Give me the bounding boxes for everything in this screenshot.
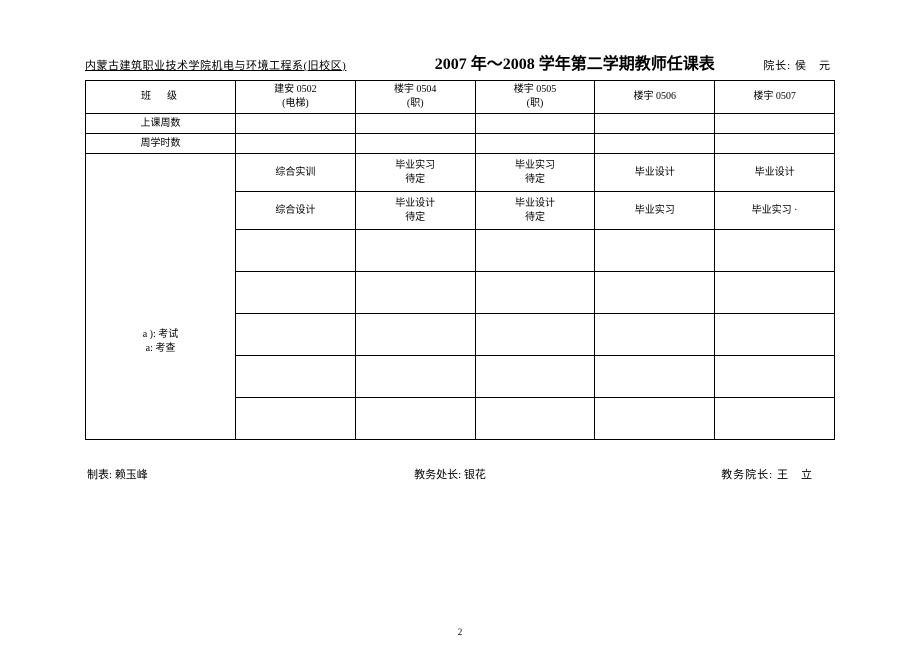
page-title: 2007 年～2008 学年第二学期教师任课表 xyxy=(346,50,763,74)
cell: 综合设计 xyxy=(236,192,356,230)
col-class: 班 级 xyxy=(86,81,236,114)
col-3: 楼宇 0505(职) xyxy=(475,81,595,114)
cell xyxy=(236,230,356,272)
cell: 毕业设计待定 xyxy=(475,192,595,230)
cell xyxy=(355,314,475,356)
cell xyxy=(475,314,595,356)
cell: 毕业设计待定 xyxy=(355,192,475,230)
cell: 毕业实习 xyxy=(595,192,715,230)
cell xyxy=(236,356,356,398)
cell xyxy=(475,230,595,272)
weeks-label: 上课周数 xyxy=(86,114,236,134)
cell xyxy=(236,272,356,314)
cell xyxy=(715,230,835,272)
cell xyxy=(475,114,595,134)
col-4: 楼宇 0506 xyxy=(595,81,715,114)
cell: 综合实训 xyxy=(236,154,356,192)
cell xyxy=(475,356,595,398)
dean-label: 院长: xyxy=(763,60,791,72)
table-header-row: 班 级 建安 0502(电梯) 楼宇 0504(职) 楼宇 0505(职) 楼宇… xyxy=(86,81,835,114)
cell xyxy=(595,356,715,398)
cell xyxy=(595,134,715,154)
footer-office: 教务处长: 银花 xyxy=(329,466,571,482)
schedule-table: 班 级 建安 0502(电梯) 楼宇 0504(职) 楼宇 0505(职) 楼宇… xyxy=(85,80,835,440)
cell xyxy=(236,314,356,356)
cell: 毕业实习待定 xyxy=(355,154,475,192)
col-5: 楼宇 0507 xyxy=(715,81,835,114)
col-1: 建安 0502(电梯) xyxy=(236,81,356,114)
cell xyxy=(715,272,835,314)
page-number: 2 xyxy=(458,627,463,637)
cell xyxy=(355,272,475,314)
cell xyxy=(595,114,715,134)
footer-row: 制表: 赖玉峰 教务处长: 银花 教务院长: 王 立 xyxy=(85,466,835,482)
cell xyxy=(355,134,475,154)
cell: 毕业设计 xyxy=(595,154,715,192)
cell xyxy=(595,230,715,272)
cell xyxy=(475,134,595,154)
department-name: 内蒙古建筑职业技术学院机电与环境工程系(旧校区) xyxy=(85,57,346,73)
cell xyxy=(595,272,715,314)
cell xyxy=(475,398,595,440)
cell xyxy=(715,114,835,134)
cell: 毕业设计 xyxy=(715,154,835,192)
cell xyxy=(236,398,356,440)
header-row: 内蒙古建筑职业技术学院机电与环境工程系(旧校区) 2007 年～2008 学年第… xyxy=(85,50,835,74)
cell xyxy=(475,272,595,314)
cell xyxy=(236,134,356,154)
cell xyxy=(715,398,835,440)
cell xyxy=(715,314,835,356)
dean-info: 院长: 侯 元 xyxy=(763,57,835,73)
footer-director: 教务院长: 王 立 xyxy=(571,466,833,482)
cell xyxy=(355,114,475,134)
row-weeks: 上课周数 xyxy=(86,114,835,134)
cell xyxy=(715,134,835,154)
cell xyxy=(595,398,715,440)
hours-label: 周学时数 xyxy=(86,134,236,154)
row-course-1: a ): 考试 a: 考查 综合实训 毕业实习待定 毕业实习待定 毕业设计 毕业… xyxy=(86,154,835,192)
cell xyxy=(595,314,715,356)
page-container: 内蒙古建筑职业技术学院机电与环境工程系(旧校区) 2007 年～2008 学年第… xyxy=(0,0,920,482)
cell xyxy=(355,356,475,398)
footer-maker: 制表: 赖玉峰 xyxy=(87,466,329,482)
cell xyxy=(715,356,835,398)
cell xyxy=(355,398,475,440)
note-cell: a ): 考试 a: 考查 xyxy=(86,154,236,440)
cell xyxy=(236,114,356,134)
col-2: 楼宇 0504(职) xyxy=(355,81,475,114)
dean-name: 侯 元 xyxy=(795,60,831,72)
cell xyxy=(355,230,475,272)
cell: 毕业实习待定 xyxy=(475,154,595,192)
cell: 毕业实习 · xyxy=(715,192,835,230)
row-hours: 周学时数 xyxy=(86,134,835,154)
